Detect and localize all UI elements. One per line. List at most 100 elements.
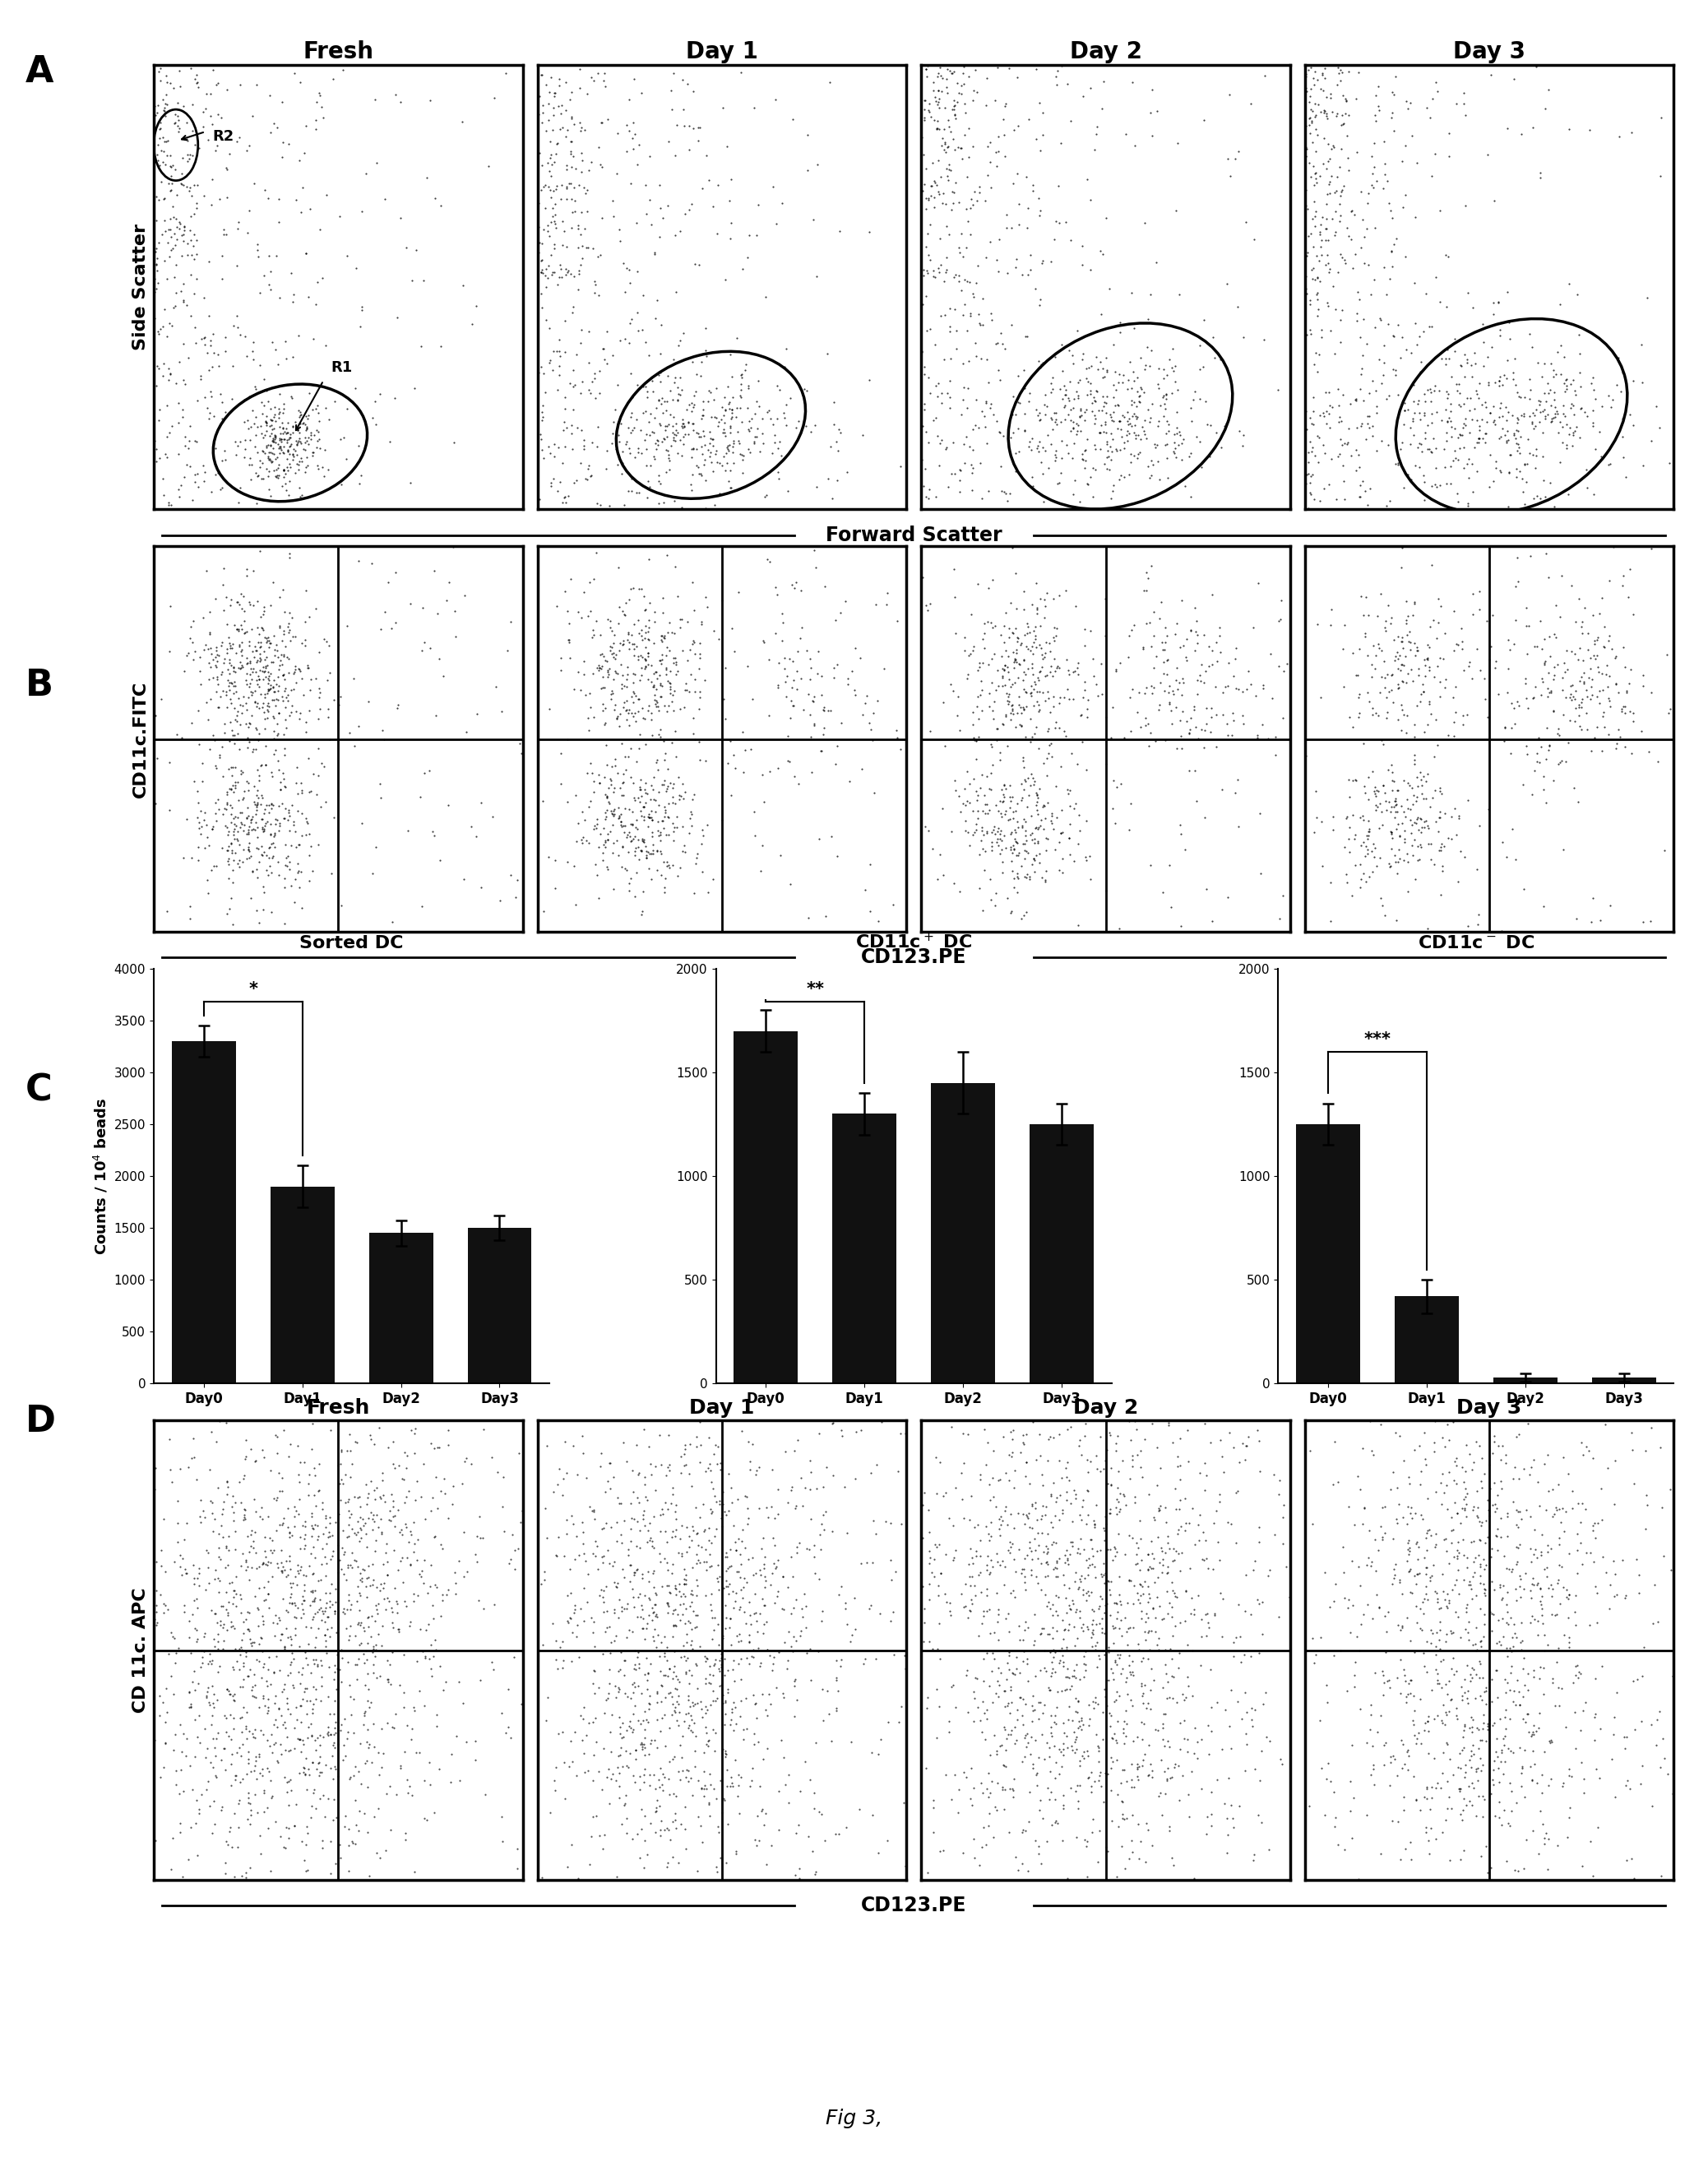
Point xyxy=(1510,767,1537,802)
Point xyxy=(278,410,306,444)
Point xyxy=(1221,670,1249,704)
Point xyxy=(1395,624,1423,659)
Point xyxy=(1122,1413,1149,1448)
Point xyxy=(984,1597,1011,1632)
Point xyxy=(938,56,965,91)
Point xyxy=(1301,336,1329,371)
Point xyxy=(1402,639,1430,674)
Title: Fresh: Fresh xyxy=(302,39,374,63)
Point xyxy=(231,384,258,418)
Point xyxy=(1554,726,1582,761)
Point xyxy=(1544,394,1571,429)
Point xyxy=(1325,56,1353,91)
Point xyxy=(1612,1731,1640,1766)
Point xyxy=(1006,1679,1033,1714)
Point xyxy=(1638,425,1665,459)
Point xyxy=(1307,483,1334,518)
Point xyxy=(1532,535,1559,570)
Point xyxy=(265,347,292,381)
Point xyxy=(924,104,951,139)
Point xyxy=(326,678,354,713)
Point xyxy=(302,414,330,449)
Point xyxy=(1353,1725,1380,1760)
Point xyxy=(576,154,603,189)
Point xyxy=(1300,251,1327,286)
Point xyxy=(1401,267,1428,301)
Point xyxy=(1411,1649,1438,1684)
Point xyxy=(342,1827,369,1861)
Point xyxy=(1134,1643,1161,1677)
Point xyxy=(1563,277,1590,312)
Point xyxy=(1155,414,1182,449)
Point xyxy=(676,674,704,709)
Point xyxy=(661,483,688,518)
Point xyxy=(268,659,295,693)
Point xyxy=(1033,1725,1061,1760)
Point xyxy=(1494,1664,1522,1699)
Point xyxy=(1457,1658,1484,1692)
Point xyxy=(572,176,600,210)
Point xyxy=(272,769,299,804)
Point xyxy=(975,1523,1003,1558)
Point xyxy=(176,449,203,483)
Point xyxy=(610,245,637,280)
Point xyxy=(681,1749,709,1783)
Point xyxy=(1409,1502,1436,1536)
Point xyxy=(1582,624,1609,659)
Point xyxy=(304,397,331,431)
Point xyxy=(1542,1597,1570,1632)
Point xyxy=(237,678,265,713)
Point xyxy=(962,806,989,841)
Point xyxy=(634,635,661,670)
Point xyxy=(697,414,724,449)
Point xyxy=(1378,1738,1406,1773)
Point xyxy=(594,1682,622,1716)
Point xyxy=(1517,537,1544,572)
Point xyxy=(249,433,277,468)
Point xyxy=(152,1705,179,1740)
Point xyxy=(997,1686,1025,1721)
Point xyxy=(963,1539,991,1573)
Point xyxy=(1558,683,1585,717)
Point xyxy=(1068,436,1095,470)
Point xyxy=(1167,1422,1194,1456)
Point xyxy=(630,1493,658,1528)
Point xyxy=(248,611,275,646)
Point xyxy=(270,613,297,648)
Point xyxy=(222,1532,249,1567)
Point xyxy=(434,1428,461,1463)
Point xyxy=(241,674,268,709)
Point xyxy=(244,232,272,267)
Point xyxy=(1269,654,1296,689)
Point xyxy=(1114,1586,1141,1621)
Point xyxy=(1088,1601,1115,1636)
Point xyxy=(685,247,712,282)
Point xyxy=(266,609,294,644)
Point xyxy=(1517,399,1544,433)
Point xyxy=(1127,1643,1155,1677)
Point xyxy=(1459,1703,1486,1738)
Point xyxy=(931,728,958,763)
Point xyxy=(1524,1465,1551,1500)
Point xyxy=(270,572,297,607)
Point xyxy=(258,427,285,462)
Point xyxy=(1093,1532,1120,1567)
Point xyxy=(1079,1614,1107,1649)
Point xyxy=(1513,691,1541,726)
Point xyxy=(186,1552,214,1586)
Point xyxy=(1257,1552,1284,1586)
Point xyxy=(198,1647,225,1682)
Point xyxy=(589,670,617,704)
Point xyxy=(716,338,743,373)
Point xyxy=(915,1582,943,1617)
Point xyxy=(596,605,623,639)
Point xyxy=(620,665,647,700)
Point xyxy=(634,1656,661,1690)
Point xyxy=(557,366,584,401)
Point xyxy=(770,1593,798,1627)
Point xyxy=(1049,1461,1076,1495)
Point xyxy=(362,1497,389,1532)
Point xyxy=(529,401,557,436)
Point xyxy=(1394,85,1421,119)
Point xyxy=(417,1493,444,1528)
